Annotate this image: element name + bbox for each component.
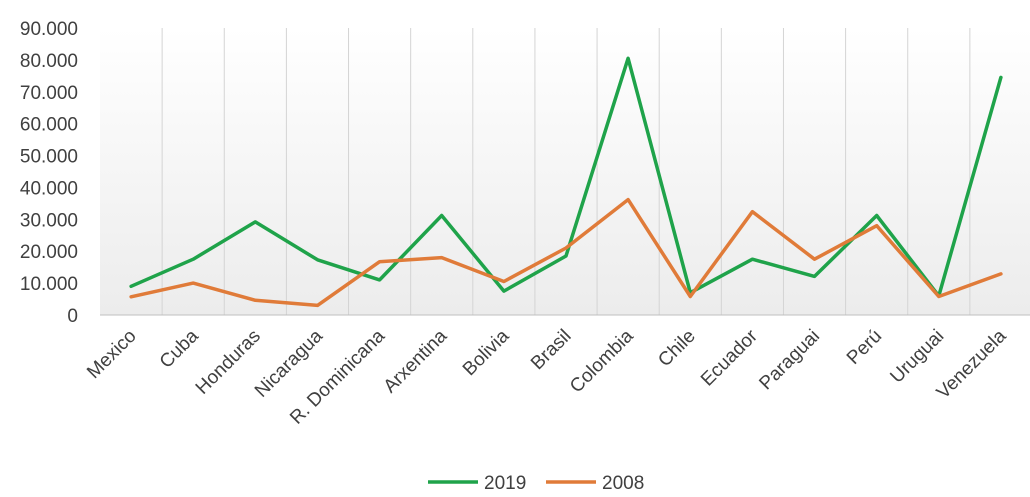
x-tick-label: Mexico [83,326,140,383]
x-tick-label: Uruguai [886,326,948,388]
plot-area [100,28,1030,315]
x-tick-label: Bolivia [459,325,514,380]
x-tick-label: Colombia [566,325,638,397]
x-tick-label: Cuba [156,325,203,372]
y-tick-label: 80.000 [20,51,78,72]
x-tick-label: Ecuador [697,325,762,390]
y-tick-label: 10.000 [20,274,78,295]
x-tick-label: Perú [843,326,886,369]
x-tick-label: Arxentina [380,325,452,397]
y-tick-label: 0 [67,306,78,327]
y-tick-label: 20.000 [20,242,78,263]
series-line-2008 [129,197,1003,308]
x-tick-label: Chile [654,326,699,371]
y-tick-label: 50.000 [20,147,78,168]
legend-label-2008: 2008 [602,473,644,492]
y-tick-label: 60.000 [20,115,78,136]
x-tick-label: Paraguai [755,326,824,395]
y-tick-label: 90.000 [20,19,78,40]
x-tick-label: Brasil [527,326,575,374]
legend-label-2019: 2019 [484,473,526,492]
y-tick-label: 30.000 [20,210,78,231]
y-tick-label: 70.000 [20,83,78,104]
y-tick-label: 40.000 [20,178,78,199]
